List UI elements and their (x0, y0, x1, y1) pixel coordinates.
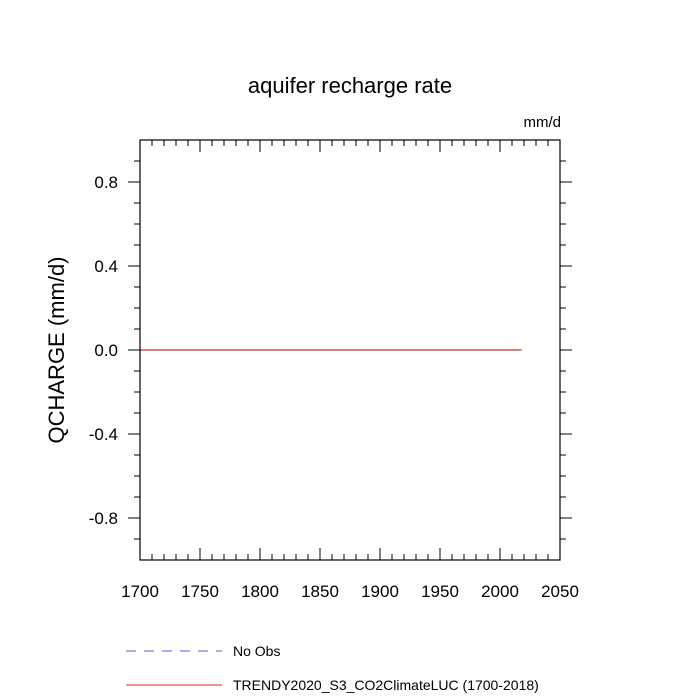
y-tick-label: 0.0 (94, 341, 118, 360)
legend-label-0: No Obs (233, 643, 280, 659)
y-tick-label: -0.4 (89, 425, 118, 444)
y-axis-label: QCHARGE (mm/d) (44, 257, 69, 444)
x-tick-label: 1950 (421, 582, 459, 601)
x-tick-label: 1750 (181, 582, 219, 601)
units-label: mm/d (524, 114, 562, 131)
legend: No Obs TRENDY2020_S3_CO2ClimateLUC (1700-… (126, 643, 539, 693)
chart-title: aquifer recharge rate (248, 73, 452, 98)
x-tick-label: 1850 (301, 582, 339, 601)
y-tick-label: 0.4 (94, 257, 118, 276)
x-tick-label: 1800 (241, 582, 279, 601)
legend-label-1: TRENDY2020_S3_CO2ClimateLUC (1700-2018) (233, 677, 539, 693)
y-tick-label: 0.8 (94, 173, 118, 192)
x-tick-label: 1700 (121, 582, 159, 601)
y-tick-label: -0.8 (89, 509, 118, 528)
x-tick-label: 1900 (361, 582, 399, 601)
tick-labels-layer: 1700 1750 1800 1850 1900 1950 2000 2050 0.8 0.4 0.… (89, 173, 579, 601)
x-tick-label: 2000 (481, 582, 519, 601)
ticks-layer (128, 140, 572, 560)
x-tick-label: 2050 (541, 582, 579, 601)
